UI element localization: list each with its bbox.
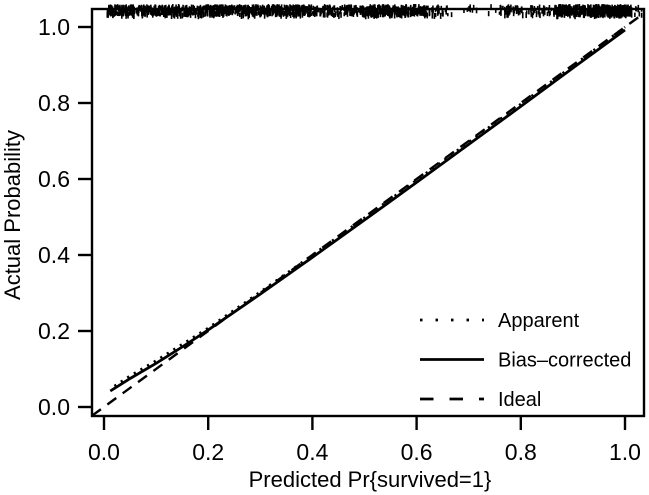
legend-item-label: Ideal (498, 389, 541, 411)
y-tick-label: 0.6 (38, 166, 70, 192)
y-tick-label: 0.8 (38, 90, 70, 116)
x-tick-label: 0.0 (88, 439, 120, 465)
legend-item-label: Apparent (498, 310, 580, 332)
legend: Apparent Bias–corrected Ideal (420, 310, 631, 411)
calibration-curves (91, 12, 645, 417)
legend-item: Bias–corrected (420, 350, 631, 372)
y-axis-title: Actual Probability (0, 130, 25, 300)
x-tick-label: 0.4 (296, 439, 328, 465)
y-tick-label: 0.0 (38, 394, 70, 420)
curve-solid (109, 28, 626, 393)
y-tick-label: 0.2 (38, 318, 70, 344)
x-tick-label: 0.6 (401, 439, 433, 465)
x-tick-label: 0.2 (192, 439, 224, 465)
legend-item-label: Bias–corrected (498, 350, 631, 372)
legend-item: Apparent (420, 310, 580, 332)
curve-dotted (113, 25, 626, 388)
x-axis: 0.0 0.2 0.4 0.6 0.8 1.0 (88, 416, 641, 465)
x-tick-label: 0.8 (505, 439, 537, 465)
legend-item: Ideal (420, 389, 541, 411)
x-tick-label: 1.0 (609, 439, 641, 465)
y-tick-label: 0.4 (38, 242, 70, 268)
y-tick-label: 1.0 (38, 14, 70, 40)
x-axis-title: Predicted Pr{survived=1} (249, 467, 492, 492)
y-axis: 0.0 0.2 0.4 0.6 0.8 1.0 (38, 14, 92, 420)
plot-border (90, 7, 646, 418)
prediction-rug (106, 4, 643, 20)
